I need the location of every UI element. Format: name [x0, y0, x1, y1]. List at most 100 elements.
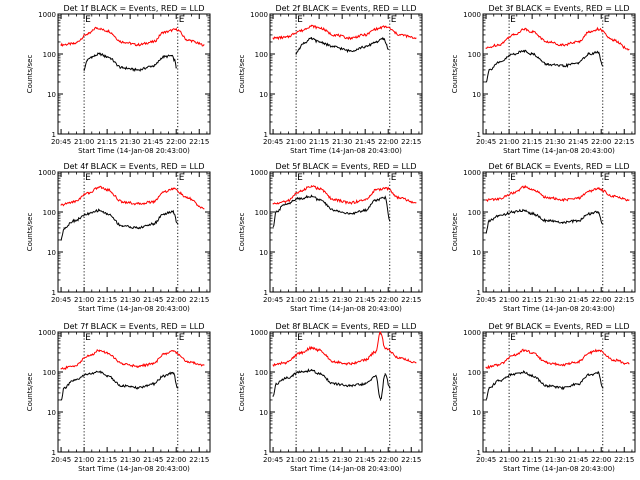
y-tick-label: 10	[472, 409, 481, 417]
y-tick-label: 1	[264, 131, 268, 139]
data-point	[284, 201, 286, 203]
data-point	[106, 189, 108, 191]
x-tick-label: 21:45	[355, 138, 375, 146]
y-tick-label: 100	[255, 369, 268, 377]
data-point	[597, 349, 599, 351]
data-point	[497, 364, 499, 366]
data-point	[488, 387, 490, 389]
data-point	[485, 366, 487, 368]
data-point	[310, 195, 313, 197]
data-point	[60, 368, 62, 370]
events-rate-line	[60, 370, 179, 401]
data-point	[612, 195, 615, 197]
data-point	[364, 34, 366, 36]
data-point	[602, 223, 604, 225]
data-point	[60, 399, 62, 401]
data-point	[284, 377, 286, 379]
data-point	[364, 46, 366, 48]
y-tick-label: 1000	[38, 329, 56, 337]
data-point	[384, 348, 386, 350]
data-point	[60, 239, 62, 241]
data-point	[275, 383, 277, 385]
data-point	[597, 28, 599, 30]
data-point	[88, 373, 90, 375]
event-marker-label: E	[604, 15, 610, 25]
panel-title: Det 1f BLACK = Events, RED = LLD	[63, 4, 204, 13]
detector-panel: Det 1f BLACK = Events, RED = LLD 1 10 100 10…	[26, 4, 211, 155]
data-point	[349, 385, 351, 387]
data-point	[384, 187, 386, 189]
x-tick-label: 21:00	[286, 456, 306, 464]
x-tick-label: 20:45	[51, 456, 71, 464]
x-tick-label: 21:45	[355, 456, 375, 464]
x-tick-label: 21:00	[286, 138, 306, 146]
x-tick-label: 21:15	[309, 138, 329, 146]
y-tick-label: 1000	[463, 11, 481, 19]
data-point	[172, 188, 174, 190]
data-point	[72, 220, 74, 222]
data-point	[531, 189, 533, 191]
y-tick-label: 10	[47, 249, 56, 257]
data-point	[272, 37, 274, 39]
data-point	[272, 395, 274, 397]
data-point	[562, 387, 564, 389]
data-point	[295, 53, 297, 55]
plot-frame	[57, 13, 211, 135]
y-tick-label: 1	[264, 289, 268, 297]
data-point	[172, 372, 174, 374]
y-tick-label: 1	[52, 449, 56, 457]
x-tick-label: 21:45	[568, 296, 588, 304]
data-point	[175, 28, 177, 31]
data-point	[284, 362, 286, 364]
data-point	[588, 374, 590, 376]
event-marker-label: E	[510, 333, 516, 343]
x-tick-label: 22:00	[591, 296, 611, 304]
data-point	[597, 51, 599, 53]
detector-panel: Det 2f BLACK = Events, RED = LLD 1 10 100 10…	[238, 4, 423, 155]
y-axis-label: Counts/sec	[238, 213, 246, 252]
data-point	[546, 362, 549, 364]
data-point	[513, 211, 515, 213]
data-point	[562, 65, 564, 67]
x-tick-label: 21:30	[120, 296, 140, 304]
lld-rate-line	[486, 26, 630, 51]
x-tick-label: 21:45	[568, 456, 588, 464]
data-point	[597, 372, 599, 374]
data-point	[187, 197, 190, 199]
data-point	[187, 361, 190, 363]
x-tick-label: 22:15	[614, 138, 634, 146]
x-tick-label: 22:00	[166, 456, 186, 464]
x-tick-label: 22:00	[591, 456, 611, 464]
data-point	[163, 31, 165, 33]
data-point	[98, 186, 101, 188]
x-tick-label: 22:00	[378, 456, 398, 464]
data-point	[497, 380, 499, 382]
x-tick-label: 21:15	[97, 296, 117, 304]
x-tick-label: 21:15	[309, 456, 329, 464]
panel-title: Det 6f BLACK = Events, RED = LLD	[488, 162, 629, 171]
data-point	[60, 204, 62, 206]
x-tick-label: 21:00	[286, 296, 306, 304]
data-point	[531, 31, 533, 33]
data-point	[399, 357, 402, 359]
data-point	[485, 81, 487, 83]
data-point	[562, 364, 564, 366]
data-point	[172, 211, 174, 213]
y-tick-label: 1	[52, 131, 56, 139]
data-point	[174, 59, 176, 61]
event-marker-label: E	[391, 15, 397, 25]
x-tick-label: 22:00	[378, 138, 398, 146]
x-tick-label: 21:45	[355, 296, 375, 304]
data-point	[364, 209, 366, 211]
x-tick-label: 20:45	[51, 296, 71, 304]
event-marker-label: E	[297, 173, 303, 183]
data-point	[497, 44, 499, 46]
lld-rate-line	[60, 26, 205, 47]
data-point	[513, 34, 515, 36]
data-point	[152, 383, 154, 385]
x-tick-label: 21:30	[332, 456, 352, 464]
data-point	[364, 199, 366, 201]
y-tick-label: 100	[43, 369, 56, 377]
